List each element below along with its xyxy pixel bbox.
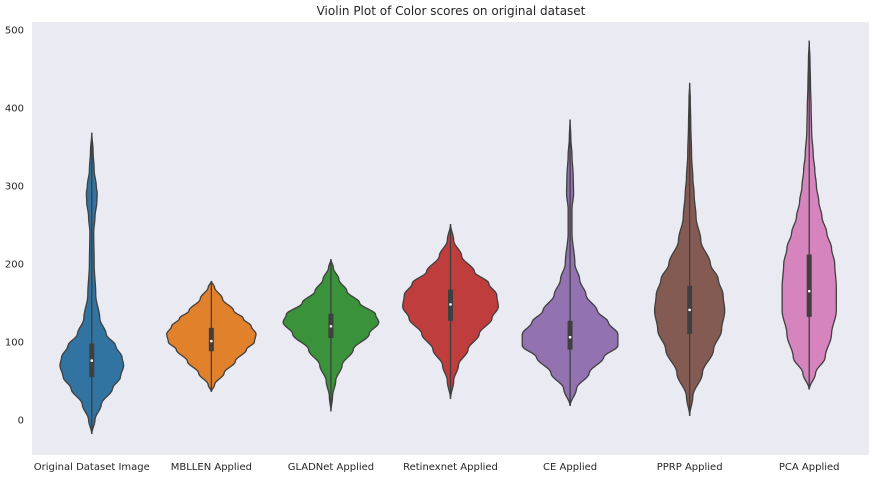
x-axis: Original Dataset Image MBLLEN Applied GLAD… [34, 462, 840, 473]
violin-median-point [329, 324, 333, 328]
y-tick-label: 0 [18, 415, 24, 426]
violin-median-point [807, 289, 811, 293]
violin-median-point [90, 359, 94, 362]
y-tick-label: 100 [5, 337, 24, 348]
violin-group [166, 280, 257, 392]
x-tick-label: PCA Applied [779, 462, 840, 473]
y-tick-label: 400 [5, 103, 24, 114]
violin-median-point [210, 339, 213, 343]
x-tick-label: PPRP Applied [657, 462, 723, 473]
y-axis: 0 100 200 300 400 500 [5, 25, 24, 426]
violin-marks [59, 40, 837, 435]
violin-median-point [568, 335, 572, 339]
violin-group [781, 40, 837, 390]
y-tick-label: 500 [5, 25, 24, 36]
violin-median-point [688, 308, 691, 312]
violin-group [402, 224, 499, 399]
violin-group [653, 82, 726, 417]
chart-title: Violin Plot of Color scores on original … [317, 4, 586, 18]
y-tick-label: 200 [5, 259, 24, 270]
violin-group [521, 119, 619, 406]
x-tick-label: GLADNet Applied [288, 462, 374, 473]
x-tick-label: Original Dataset Image [34, 462, 150, 473]
violin-group [282, 259, 380, 412]
violin-group [59, 132, 125, 435]
x-tick-label: CE Applied [543, 462, 597, 473]
violin-median-point [449, 303, 452, 306]
y-tick-label: 300 [5, 181, 24, 192]
x-tick-label: Retinexnet Applied [403, 462, 498, 473]
x-tick-label: MBLLEN Applied [171, 462, 252, 473]
